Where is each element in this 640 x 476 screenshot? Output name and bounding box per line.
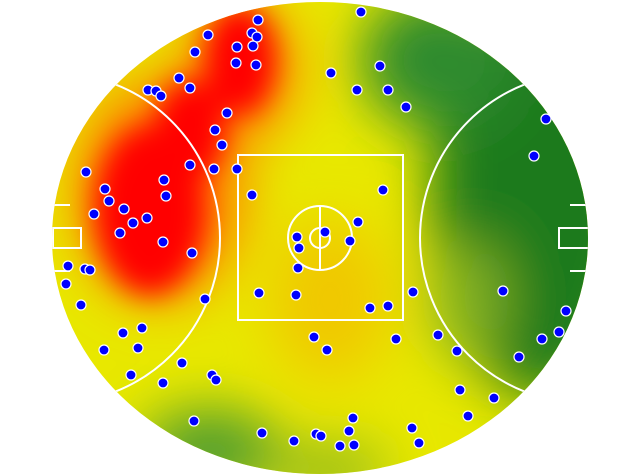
point [88,208,100,220]
point [158,174,170,186]
point [98,344,110,356]
point [231,163,243,175]
point [560,305,572,317]
point [127,217,139,229]
point [390,333,402,345]
point [348,439,360,451]
point [160,190,172,202]
point [173,72,185,84]
point [176,357,188,369]
point [400,101,412,113]
point [364,302,376,314]
point [216,139,228,151]
point [451,345,463,357]
point [230,57,242,69]
point [231,41,243,53]
point [351,84,363,96]
point [253,287,265,299]
point [528,150,540,162]
point [132,342,144,354]
point [432,329,444,341]
point [157,377,169,389]
point [62,260,74,272]
point [157,236,169,248]
point [344,235,356,247]
point [208,163,220,175]
point [251,31,263,43]
point [536,333,548,345]
point [382,300,394,312]
point [288,435,300,447]
point [488,392,500,404]
point [118,203,130,215]
point [406,422,418,434]
point [247,40,259,52]
point [355,6,367,18]
point [252,14,264,26]
point [60,278,72,290]
point [315,430,327,442]
point [293,242,305,254]
point [184,82,196,94]
point [308,331,320,343]
point [114,227,126,239]
point [352,216,364,228]
point [553,326,565,338]
point [188,415,200,427]
point [186,247,198,259]
point [513,351,525,363]
point [136,322,148,334]
point [184,159,196,171]
point [141,212,153,224]
point [80,166,92,178]
point [319,226,331,238]
point [497,285,509,297]
point [407,286,419,298]
point [291,231,303,243]
point [292,262,304,274]
point [209,124,221,136]
point [210,374,222,386]
point [321,344,333,356]
point [325,67,337,79]
point [347,412,359,424]
point [221,107,233,119]
point [75,299,87,311]
point [99,183,111,195]
point [202,29,214,41]
point [374,60,386,72]
point [250,59,262,71]
point [334,440,346,452]
point [462,410,474,422]
point [155,90,167,102]
point [189,46,201,58]
point [343,425,355,437]
point [84,264,96,276]
point [256,427,268,439]
point [199,293,211,305]
point [246,189,258,201]
point [413,437,425,449]
point [125,369,137,381]
point [382,84,394,96]
point [454,384,466,396]
point [377,184,389,196]
point [103,195,115,207]
point [117,327,129,339]
point [290,289,302,301]
point [540,113,552,125]
